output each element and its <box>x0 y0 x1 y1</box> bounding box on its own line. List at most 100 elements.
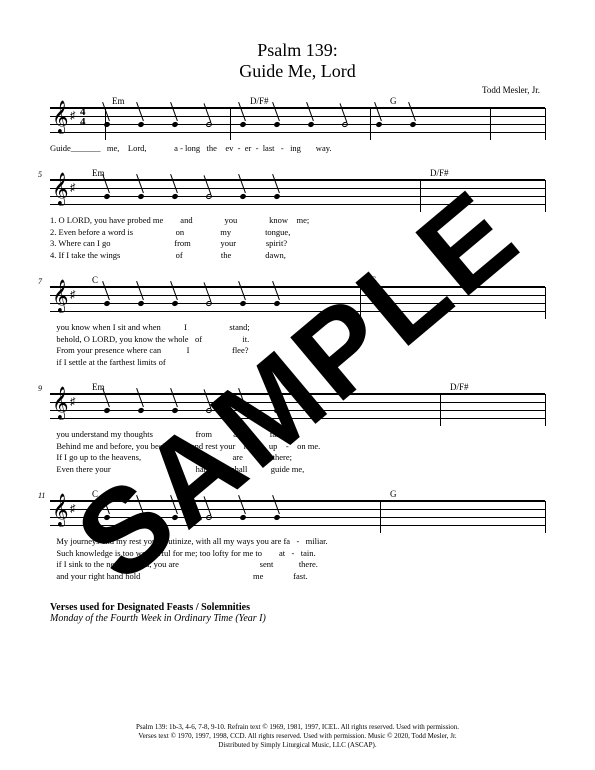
note-icon <box>205 300 212 307</box>
measure-number: 9 <box>38 384 42 393</box>
lyric-line: 1. O LORD, you have probed me and you kn… <box>50 215 545 226</box>
note-icon <box>239 407 246 414</box>
note-icon <box>239 193 246 200</box>
barline <box>370 108 371 140</box>
staff: 7𝄞♯ <box>50 286 545 318</box>
staff: 11𝄞♯ <box>50 500 545 532</box>
note-icon <box>341 121 348 128</box>
barline <box>545 501 546 533</box>
section-heading-italic: Monday of the Fourth Week in Ordinary Ti… <box>50 613 545 624</box>
barline <box>105 108 106 140</box>
treble-clef-icon: 𝄞 <box>52 104 69 132</box>
note-icon <box>137 514 144 521</box>
section-heading: Verses used for Designated Feasts / Sole… <box>50 602 545 624</box>
footer-line-1: Psalm 139: 1b-3, 4-6, 7-8, 9-10. Refrain… <box>0 723 595 732</box>
chord-symbol: D/F# <box>250 96 269 106</box>
lyric-block: Guide_______ me, Lord, a - long the ev -… <box>50 143 545 154</box>
treble-clef-icon: 𝄞 <box>52 497 69 525</box>
note-icon <box>239 121 246 128</box>
note-icon <box>307 121 314 128</box>
lyric-line: 3. Where can I go from your spirit? <box>50 238 545 249</box>
note-icon <box>171 121 178 128</box>
note-icon <box>273 300 280 307</box>
barline <box>440 394 441 426</box>
note-icon <box>273 121 280 128</box>
lyric-line: behold, O LORD, you know the whole of it… <box>50 334 545 345</box>
staff: 5𝄞♯ <box>50 179 545 211</box>
time-signature: 44 <box>80 108 86 128</box>
sheet-music-page: Psalm 139: Guide Me, Lord Todd Mesler, J… <box>0 0 595 770</box>
notes-row <box>90 501 545 533</box>
key-signature: ♯ <box>70 289 76 301</box>
lyric-block: 1. O LORD, you have probed me and you kn… <box>50 215 545 261</box>
note-icon <box>103 407 110 414</box>
measure-number: 7 <box>38 277 42 286</box>
measure-number: 11 <box>38 491 45 500</box>
lyric-line: 2. Even before a word is on my tongue, <box>50 227 545 238</box>
staff-system: EmD/F#5𝄞♯1. O LORD, you have probed me a… <box>50 168 545 261</box>
note-icon <box>205 407 212 414</box>
note-icon <box>171 514 178 521</box>
lyric-block: you understand my thoughts from a - far.… <box>50 429 545 475</box>
chord-symbol: C <box>92 275 98 285</box>
chord-row: EmD/F# <box>50 382 545 393</box>
barline <box>360 287 361 319</box>
lyric-line: you know when I sit and when I stand; <box>50 322 545 333</box>
barline <box>380 501 381 533</box>
note-icon <box>171 300 178 307</box>
note-icon <box>273 193 280 200</box>
staff-system: CG11𝄞♯ My journeys and my rest you scrut… <box>50 489 545 582</box>
note-icon <box>171 193 178 200</box>
lyric-block: My journeys and my rest you scrutinize, … <box>50 536 545 582</box>
note-icon <box>409 121 416 128</box>
barline <box>230 108 231 140</box>
footer-line-3: Distributed by Simply Liturgical Music, … <box>0 741 595 750</box>
note-icon <box>205 193 212 200</box>
treble-clef-icon: 𝄞 <box>52 283 69 311</box>
staff: 𝄞♯ 44 <box>50 107 545 139</box>
key-signature: ♯ <box>70 396 76 408</box>
chord-row: CG <box>50 489 545 500</box>
chord-symbol: G <box>390 96 397 106</box>
measure-number: 5 <box>38 170 42 179</box>
lyric-line: Even there your hand shall guide me, <box>50 464 545 475</box>
barline <box>420 180 421 212</box>
note-icon <box>137 300 144 307</box>
composer-credit: Todd Mesler, Jr. <box>482 85 540 95</box>
treble-clef-icon: 𝄞 <box>52 176 69 204</box>
footer-line-2: Verses text © 1970, 1997, 1998, CCD. All… <box>0 732 595 741</box>
title-line-1: Psalm 139: <box>50 40 545 61</box>
section-heading-bold: Verses used for Designated Feasts / Sole… <box>50 602 545 613</box>
lyric-line: From your presence where can I flee? <box>50 345 545 356</box>
staff-system: EmD/F#9𝄞♯ you understand my thoughts fro… <box>50 382 545 475</box>
chord-symbol: C <box>92 489 98 499</box>
note-icon <box>137 193 144 200</box>
lyric-line: My journeys and my rest you scrutinize, … <box>50 536 545 547</box>
key-signature: ♯ <box>70 503 76 515</box>
lyric-line: if I settle at the farthest limits of <box>50 357 545 368</box>
lyric-line: 4. If I take the wings of the dawn, <box>50 250 545 261</box>
chord-symbol: D/F# <box>450 382 469 392</box>
barline <box>545 180 546 212</box>
chord-row: EmD/F#G <box>50 96 545 107</box>
staff-system: EmD/F#G𝄞♯44Guide_______ me, Lord, a - lo… <box>50 96 545 154</box>
note-icon <box>273 407 280 414</box>
title-block: Psalm 139: Guide Me, Lord <box>50 40 545 82</box>
key-signature: ♯ <box>70 110 76 122</box>
note-icon <box>137 121 144 128</box>
note-icon <box>103 300 110 307</box>
chord-symbol: D/F# <box>430 168 449 178</box>
lyric-line: and your right hand hold me fast. <box>50 571 545 582</box>
lyric-line: Behind me and before, you besiege me and… <box>50 441 545 452</box>
note-icon <box>239 514 246 521</box>
music-systems: EmD/F#G𝄞♯44Guide_______ me, Lord, a - lo… <box>50 96 545 582</box>
note-icon <box>205 514 212 521</box>
lyric-line: Such knowledge is too wonderful for me; … <box>50 548 545 559</box>
key-signature: ♯ <box>70 182 76 194</box>
chord-symbol: G <box>390 489 397 499</box>
treble-clef-icon: 𝄞 <box>52 390 69 418</box>
lyric-block: you know when I sit and when I stand; be… <box>50 322 545 368</box>
notes-row <box>90 394 545 426</box>
notes-row <box>90 180 545 212</box>
note-icon <box>239 300 246 307</box>
